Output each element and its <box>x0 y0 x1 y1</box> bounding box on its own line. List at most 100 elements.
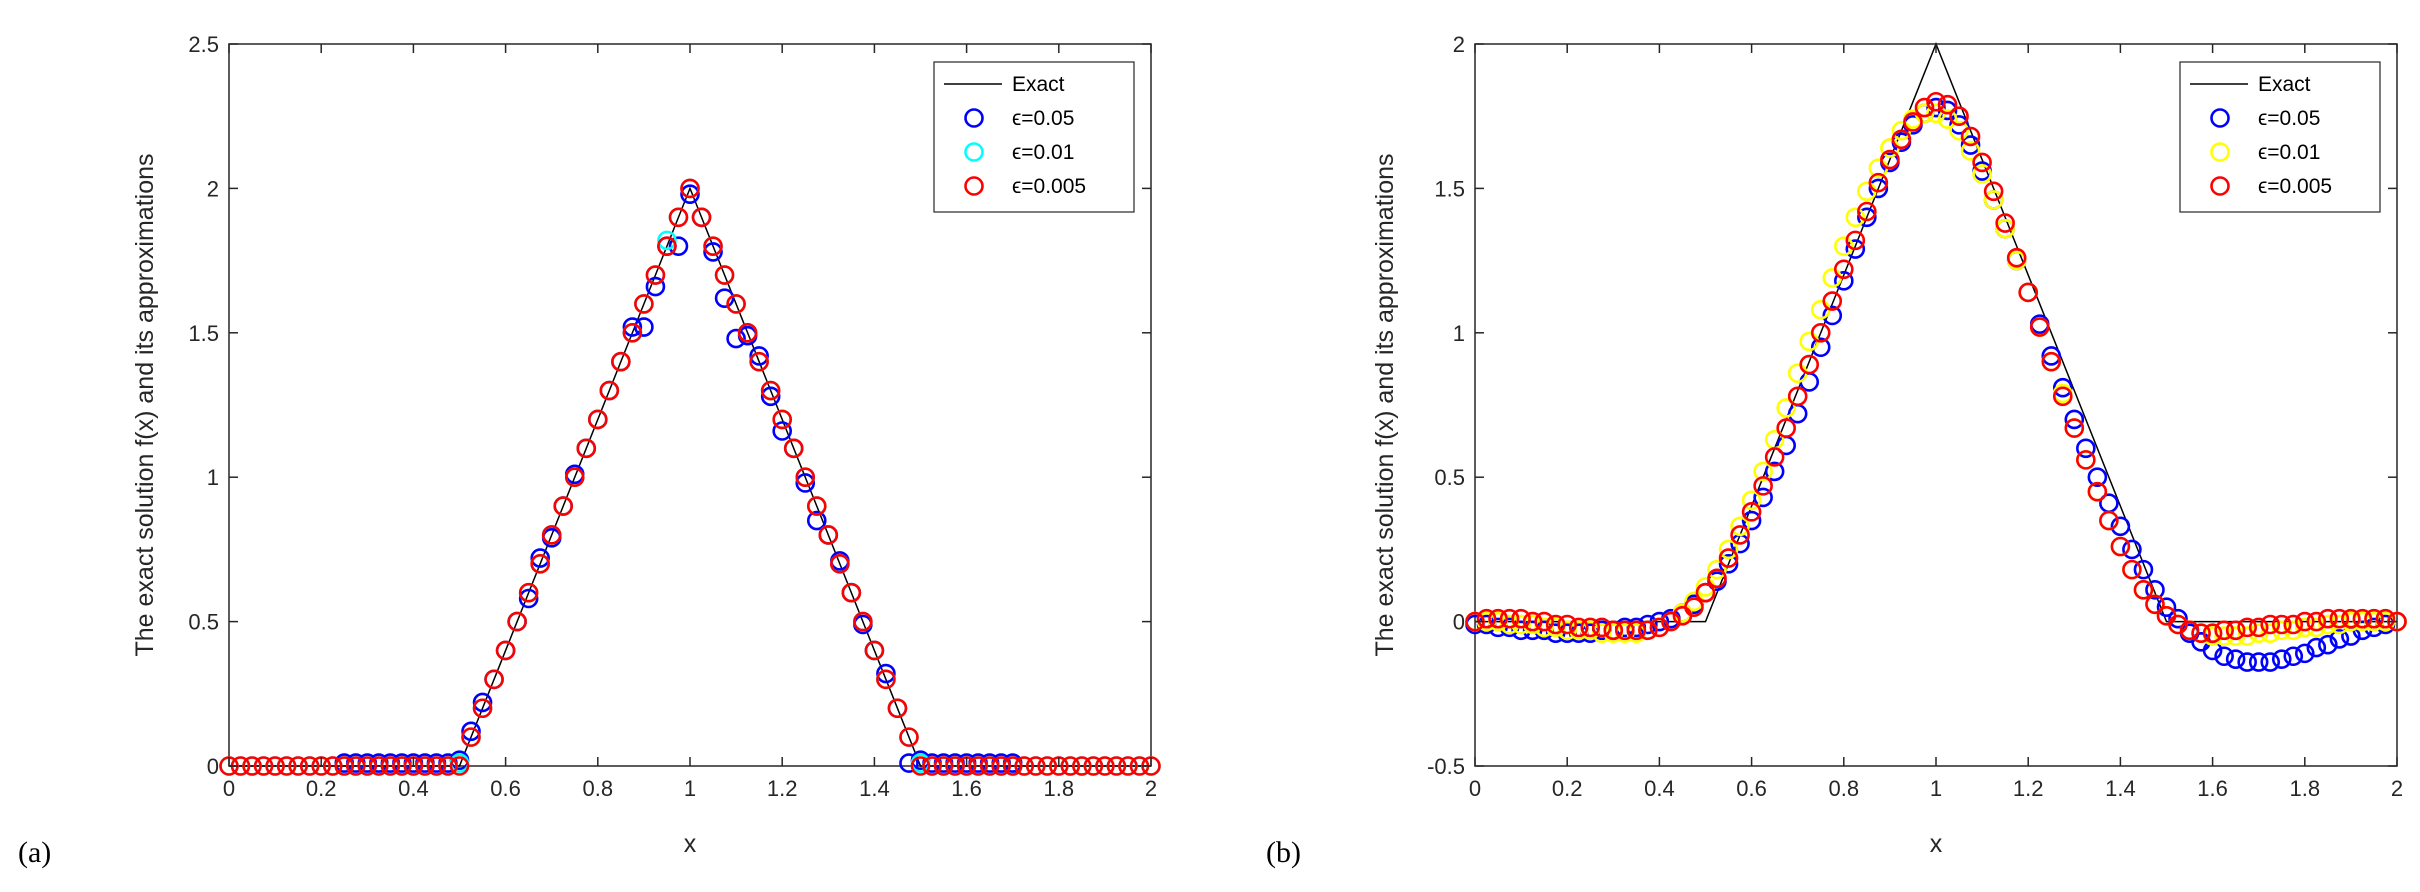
data-point <box>2237 617 2257 638</box>
data-point <box>1534 611 1554 632</box>
panel-b-yticks: -0.5 0 0.5 1 1.5 2 <box>1427 32 2397 779</box>
data-point <box>1949 115 1969 135</box>
data-point <box>276 756 297 776</box>
data-point <box>1730 516 1750 537</box>
data-point <box>2052 377 2073 398</box>
data-point <box>2225 620 2246 641</box>
legend-box <box>933 61 1135 213</box>
data-point <box>541 525 562 545</box>
data-point <box>2318 634 2338 655</box>
data-point <box>657 236 677 256</box>
legend-marker-swatch <box>2210 176 2230 196</box>
legend-marker-swatch <box>964 176 984 196</box>
data-point <box>2133 580 2154 600</box>
data-point <box>2087 467 2108 488</box>
data-point <box>1753 487 1773 508</box>
data-point <box>680 184 700 204</box>
xtick-label: 0.8 <box>583 776 614 801</box>
data-point <box>726 294 746 314</box>
data-point <box>415 756 435 776</box>
data-point <box>2248 652 2269 672</box>
data-point <box>1972 164 1992 184</box>
data-point <box>438 756 458 776</box>
xtick-label: 0.6 <box>1736 776 1767 801</box>
data-point <box>760 380 781 401</box>
panel-b-label: (b) <box>1266 836 1301 869</box>
data-point <box>2087 481 2108 502</box>
xtick-label: 0.2 <box>306 776 337 801</box>
legend-entry: Exact <box>2258 73 2311 96</box>
data-point <box>691 207 712 228</box>
data-point <box>1557 620 1577 641</box>
data-point <box>299 756 320 776</box>
data-point <box>1002 756 1023 776</box>
data-point <box>495 640 516 661</box>
data-point <box>2283 646 2304 667</box>
data-point <box>1834 236 1854 256</box>
data-point <box>1834 259 1854 280</box>
data-point <box>1764 461 1785 482</box>
data-point <box>991 756 1011 776</box>
data-point <box>899 727 919 747</box>
data-point <box>749 346 769 366</box>
legend-entry: ϵ=0.05 <box>2258 107 2320 130</box>
data-point <box>749 351 769 372</box>
data-point <box>1776 398 1796 418</box>
data-point <box>1903 112 1923 132</box>
data-point <box>760 386 781 407</box>
ytick-label: 1 <box>207 465 219 490</box>
data-point <box>864 640 885 661</box>
data-point <box>2064 418 2085 438</box>
data-point <box>818 525 839 545</box>
data-point <box>2329 608 2350 629</box>
data-point <box>1615 620 1635 641</box>
data-point <box>1499 608 1520 629</box>
data-point <box>1741 502 1762 522</box>
xtick-label: 1 <box>684 776 696 801</box>
data-point <box>2283 614 2304 635</box>
data-point <box>2271 620 2292 641</box>
data-point <box>2271 614 2292 635</box>
legend-entry: Exact <box>1012 73 1065 96</box>
data-point <box>2168 614 2188 635</box>
data-point <box>1557 614 1577 635</box>
data-point <box>1095 756 1115 776</box>
data-point <box>1926 91 1946 112</box>
panel-a-xticks: 0 0.2 0.4 0.6 0.8 1 1.2 1.4 1.6 1.8 2 <box>223 44 1157 801</box>
data-point <box>933 756 954 776</box>
data-point <box>2064 409 2085 430</box>
data-point <box>357 756 378 776</box>
data-point <box>1476 608 1497 629</box>
data-point <box>2122 559 2142 580</box>
xtick-label: 0.4 <box>1644 776 1675 801</box>
data-point <box>668 207 689 228</box>
data-point <box>1591 623 1612 643</box>
data-point <box>657 230 677 251</box>
data-point <box>518 588 539 609</box>
xtick-label: 1.2 <box>2013 776 2044 801</box>
panel-b-legend: Exact ϵ=0.05 ϵ=0.01 ϵ=0.005 <box>2179 61 2381 213</box>
xtick-label: 2 <box>1145 776 1157 801</box>
data-point <box>564 467 585 488</box>
data-point <box>680 178 700 199</box>
data-point <box>2006 247 2027 268</box>
data-point <box>806 510 827 531</box>
data-point <box>1106 756 1127 776</box>
data-point <box>2271 649 2292 669</box>
xtick-label: 1.8 <box>2290 776 2321 801</box>
data-point <box>1025 756 1046 776</box>
data-point <box>2214 646 2234 667</box>
data-point <box>1983 181 2004 202</box>
data-point <box>2225 649 2246 669</box>
series-group-3 <box>1465 91 2407 643</box>
data-point <box>611 351 631 372</box>
data-point <box>1661 611 1681 632</box>
legend-entry: ϵ=0.05 <box>1012 107 1074 130</box>
data-point <box>1591 617 1612 638</box>
data-point <box>1960 135 1981 155</box>
data-point <box>1568 617 1589 638</box>
data-point <box>1822 291 1843 311</box>
data-point <box>703 236 723 256</box>
data-point <box>369 756 389 776</box>
data-point <box>714 288 735 308</box>
